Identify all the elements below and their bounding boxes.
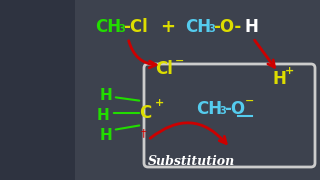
Text: Substitution: Substitution [148, 155, 235, 168]
Text: 3: 3 [219, 106, 226, 116]
Text: H: H [100, 128, 113, 143]
Text: -O: -O [224, 100, 245, 118]
Text: CH: CH [95, 18, 121, 36]
Text: +: + [285, 66, 294, 76]
Text: H: H [100, 88, 113, 103]
Text: +: + [161, 18, 175, 36]
Text: 3: 3 [208, 24, 215, 34]
Text: -O-: -O- [213, 18, 241, 36]
Text: C: C [139, 104, 151, 122]
Text: CH: CH [185, 18, 211, 36]
Text: -Cl: -Cl [123, 18, 148, 36]
Text: 3: 3 [118, 24, 125, 34]
Text: Cl: Cl [155, 60, 173, 78]
Bar [0, 0, 75, 180]
Text: H: H [97, 108, 110, 123]
Text: +: + [155, 98, 164, 108]
Text: H: H [272, 70, 286, 88]
Text: −: − [245, 96, 254, 106]
Text: CH: CH [196, 100, 222, 118]
Text: −: − [175, 56, 184, 66]
Text: †: † [140, 128, 146, 138]
Text: H: H [244, 18, 258, 36]
